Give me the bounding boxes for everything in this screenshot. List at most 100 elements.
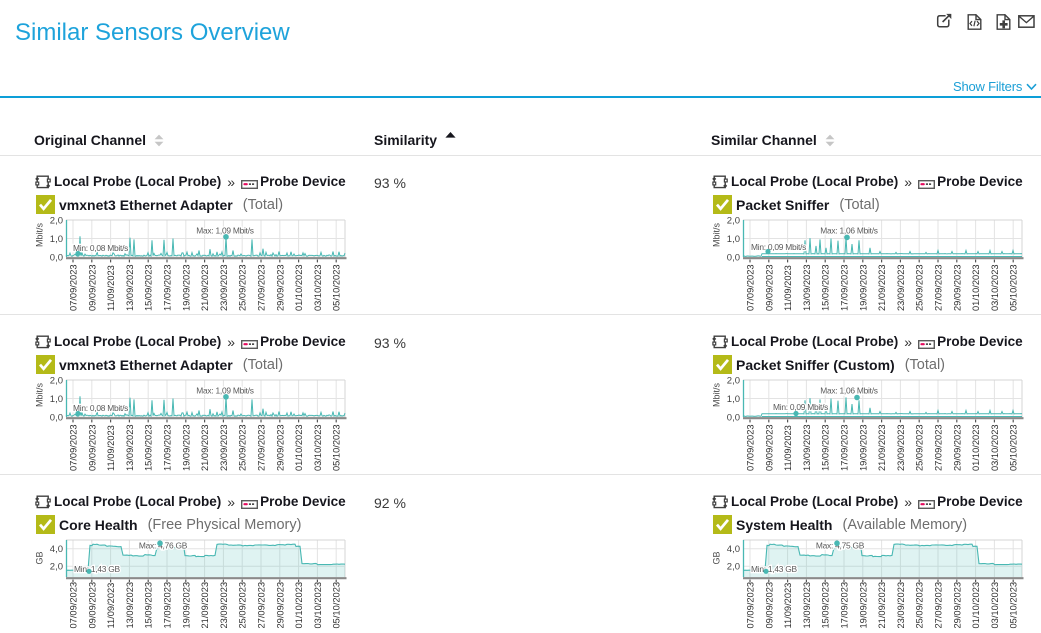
svg-text:25/09/2023: 25/09/2023 bbox=[238, 582, 248, 629]
svg-text:21/09/2023: 21/09/2023 bbox=[877, 264, 887, 311]
svg-text:29/09/2023: 29/09/2023 bbox=[275, 582, 285, 629]
svg-text:2,0: 2,0 bbox=[727, 215, 740, 226]
svg-text:05/10/2023: 05/10/2023 bbox=[1009, 582, 1019, 629]
svg-text:15/09/2023: 15/09/2023 bbox=[144, 264, 154, 311]
svg-text:15/09/2023: 15/09/2023 bbox=[821, 424, 831, 471]
svg-text:1,0: 1,0 bbox=[727, 234, 740, 245]
svg-text:17/09/2023: 17/09/2023 bbox=[840, 424, 850, 471]
svg-text:25/09/2023: 25/09/2023 bbox=[238, 424, 248, 471]
svg-text:Max: 4,76 GB: Max: 4,76 GB bbox=[139, 541, 188, 551]
svg-text:23/09/2023: 23/09/2023 bbox=[219, 582, 229, 629]
svg-text:Mbit/s: Mbit/s bbox=[35, 223, 45, 248]
svg-text:05/10/2023: 05/10/2023 bbox=[332, 582, 342, 629]
svg-text:13/09/2023: 13/09/2023 bbox=[125, 424, 135, 471]
svg-text:19/09/2023: 19/09/2023 bbox=[181, 264, 191, 311]
svg-text:05/10/2023: 05/10/2023 bbox=[1009, 264, 1019, 311]
svg-text:11/09/2023: 11/09/2023 bbox=[783, 425, 793, 471]
svg-text:01/10/2023: 01/10/2023 bbox=[971, 582, 981, 629]
svg-text:4,0: 4,0 bbox=[727, 544, 740, 555]
svg-text:27/09/2023: 27/09/2023 bbox=[934, 264, 944, 311]
svg-text:19/09/2023: 19/09/2023 bbox=[181, 582, 191, 629]
svg-text:07/09/2023: 07/09/2023 bbox=[746, 582, 756, 629]
svg-text:23/09/2023: 23/09/2023 bbox=[896, 582, 906, 629]
svg-text:07/09/2023: 07/09/2023 bbox=[69, 424, 79, 471]
svg-text:01/10/2023: 01/10/2023 bbox=[294, 582, 304, 629]
svg-text:19/09/2023: 19/09/2023 bbox=[858, 582, 868, 629]
svg-text:19/09/2023: 19/09/2023 bbox=[181, 424, 191, 471]
svg-text:11/09/2023: 11/09/2023 bbox=[106, 265, 116, 311]
svg-text:29/09/2023: 29/09/2023 bbox=[952, 424, 962, 471]
svg-text:Min: 0,09 Mbit/s: Min: 0,09 Mbit/s bbox=[751, 242, 806, 252]
svg-text:4,0: 4,0 bbox=[50, 544, 63, 555]
svg-text:23/09/2023: 23/09/2023 bbox=[219, 264, 229, 311]
svg-text:09/09/2023: 09/09/2023 bbox=[87, 582, 97, 629]
svg-text:Mbit/s: Mbit/s bbox=[712, 223, 722, 248]
svg-text:03/10/2023: 03/10/2023 bbox=[313, 424, 323, 471]
svg-text:01/10/2023: 01/10/2023 bbox=[294, 264, 304, 311]
svg-text:Min: 0,08 Mbit/s: Min: 0,08 Mbit/s bbox=[73, 243, 128, 253]
svg-text:Min: 0,09 Mbit/s: Min: 0,09 Mbit/s bbox=[773, 402, 828, 412]
svg-text:Max: 4,75 GB: Max: 4,75 GB bbox=[816, 541, 865, 551]
svg-text:25/09/2023: 25/09/2023 bbox=[238, 264, 248, 311]
svg-text:27/09/2023: 27/09/2023 bbox=[257, 424, 267, 471]
svg-text:Max: 1,06 Mbit/s: Max: 1,06 Mbit/s bbox=[820, 386, 878, 396]
svg-text:2,0: 2,0 bbox=[50, 375, 63, 386]
svg-text:13/09/2023: 13/09/2023 bbox=[802, 264, 812, 311]
svg-text:GB: GB bbox=[35, 551, 45, 564]
svg-text:GB: GB bbox=[712, 551, 722, 564]
svg-text:2,0: 2,0 bbox=[727, 562, 740, 573]
svg-text:23/09/2023: 23/09/2023 bbox=[896, 264, 906, 311]
svg-text:07/09/2023: 07/09/2023 bbox=[69, 582, 79, 629]
svg-text:23/09/2023: 23/09/2023 bbox=[896, 424, 906, 471]
svg-text:07/09/2023: 07/09/2023 bbox=[69, 264, 79, 311]
svg-text:25/09/2023: 25/09/2023 bbox=[915, 264, 925, 311]
svg-text:09/09/2023: 09/09/2023 bbox=[87, 424, 97, 471]
svg-text:13/09/2023: 13/09/2023 bbox=[802, 424, 812, 471]
svg-text:15/09/2023: 15/09/2023 bbox=[144, 582, 154, 629]
svg-text:05/10/2023: 05/10/2023 bbox=[332, 424, 342, 471]
svg-text:19/09/2023: 19/09/2023 bbox=[858, 424, 868, 471]
svg-text:01/10/2023: 01/10/2023 bbox=[294, 424, 304, 471]
svg-text:07/09/2023: 07/09/2023 bbox=[746, 264, 756, 311]
svg-text:13/09/2023: 13/09/2023 bbox=[125, 582, 135, 629]
svg-text:25/09/2023: 25/09/2023 bbox=[915, 424, 925, 471]
svg-text:07/09/2023: 07/09/2023 bbox=[746, 424, 756, 471]
svg-text:27/09/2023: 27/09/2023 bbox=[257, 582, 267, 629]
svg-text:03/10/2023: 03/10/2023 bbox=[990, 582, 1000, 629]
svg-text:13/09/2023: 13/09/2023 bbox=[802, 582, 812, 629]
svg-text:01/10/2023: 01/10/2023 bbox=[971, 424, 981, 471]
svg-text:11/09/2023: 11/09/2023 bbox=[106, 583, 116, 629]
svg-text:0,0: 0,0 bbox=[50, 252, 63, 263]
svg-text:27/09/2023: 27/09/2023 bbox=[257, 264, 267, 311]
svg-text:21/09/2023: 21/09/2023 bbox=[200, 264, 210, 311]
svg-text:Min: 1,43 GB: Min: 1,43 GB bbox=[74, 564, 121, 574]
svg-text:17/09/2023: 17/09/2023 bbox=[163, 582, 173, 629]
svg-text:Min: 0,08 Mbit/s: Min: 0,08 Mbit/s bbox=[73, 403, 128, 413]
svg-text:2,0: 2,0 bbox=[50, 215, 63, 226]
svg-text:09/09/2023: 09/09/2023 bbox=[764, 582, 774, 629]
svg-text:11/09/2023: 11/09/2023 bbox=[783, 265, 793, 311]
svg-text:05/10/2023: 05/10/2023 bbox=[332, 264, 342, 311]
svg-text:2,0: 2,0 bbox=[727, 375, 740, 386]
svg-text:13/09/2023: 13/09/2023 bbox=[125, 264, 135, 311]
svg-text:27/09/2023: 27/09/2023 bbox=[934, 582, 944, 629]
svg-text:11/09/2023: 11/09/2023 bbox=[783, 583, 793, 629]
svg-text:17/09/2023: 17/09/2023 bbox=[840, 582, 850, 629]
svg-text:29/09/2023: 29/09/2023 bbox=[952, 264, 962, 311]
svg-text:17/09/2023: 17/09/2023 bbox=[163, 264, 173, 311]
svg-text:17/09/2023: 17/09/2023 bbox=[840, 264, 850, 311]
svg-text:0,0: 0,0 bbox=[50, 412, 63, 423]
svg-text:15/09/2023: 15/09/2023 bbox=[144, 424, 154, 471]
svg-text:15/09/2023: 15/09/2023 bbox=[821, 582, 831, 629]
svg-text:15/09/2023: 15/09/2023 bbox=[821, 264, 831, 311]
svg-text:1,0: 1,0 bbox=[50, 234, 63, 245]
svg-text:Mbit/s: Mbit/s bbox=[712, 383, 722, 408]
svg-text:1,0: 1,0 bbox=[727, 394, 740, 405]
svg-text:Min: 1,43 GB: Min: 1,43 GB bbox=[751, 564, 798, 574]
svg-text:17/09/2023: 17/09/2023 bbox=[163, 424, 173, 471]
svg-text:Max: 1,09 Mbit/s: Max: 1,09 Mbit/s bbox=[196, 386, 254, 396]
svg-text:29/09/2023: 29/09/2023 bbox=[275, 264, 285, 311]
svg-text:0,0: 0,0 bbox=[727, 252, 740, 263]
svg-text:05/10/2023: 05/10/2023 bbox=[1009, 424, 1019, 471]
svg-text:09/09/2023: 09/09/2023 bbox=[764, 264, 774, 311]
